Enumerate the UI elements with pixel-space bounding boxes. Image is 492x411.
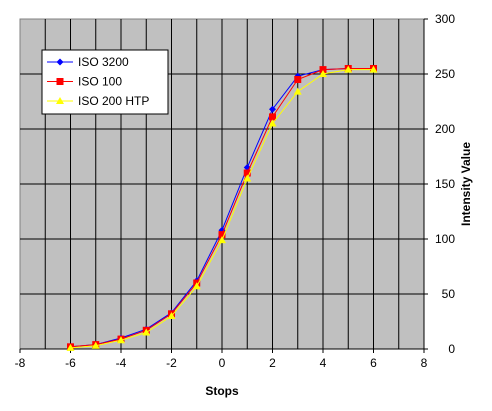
data-point: [243, 174, 252, 182]
x-tick-label: -4: [116, 356, 127, 370]
data-point: [142, 328, 151, 336]
x-tick-label: -2: [166, 356, 177, 370]
y-tick-label: 0: [448, 342, 455, 356]
data-point: [294, 76, 302, 83]
data-point: [319, 70, 327, 77]
data-point: [319, 66, 327, 74]
data-point: [66, 343, 75, 351]
x-axis-ticks: -8 -6 -4 -2 0 2 4 6 8: [15, 349, 428, 370]
x-tick-label: 6: [370, 356, 377, 370]
y-tick-label: 100: [435, 232, 455, 246]
x-tick-label: 8: [421, 356, 428, 370]
x-tick-label: -8: [15, 356, 26, 370]
data-point: [167, 312, 176, 319]
data-point: [218, 236, 226, 244]
legend-marker: [56, 97, 64, 104]
data-point: [344, 65, 353, 73]
x-tick-label: 0: [219, 356, 226, 370]
grid-lines: [20, 19, 425, 350]
y-axis-ticks: 0 50 100 150 200 250 300: [424, 12, 455, 356]
data-point: [91, 341, 100, 349]
data-point: [192, 282, 201, 290]
y-axis-title: Intensity Value: [459, 142, 473, 226]
y-tick-label: 150: [435, 177, 455, 191]
y-tick-label: 200: [435, 122, 455, 136]
data-point: [269, 113, 276, 121]
legend-label: ISO 100: [78, 75, 122, 89]
data-point: [243, 169, 251, 177]
legend-marker: [56, 58, 64, 66]
series-layer: [66, 65, 378, 351]
data-point: [117, 336, 125, 344]
data-point: [293, 87, 302, 95]
y-tick-label: 50: [442, 287, 456, 301]
data-point: [369, 65, 378, 73]
legend-label: ISO 3200: [78, 55, 129, 69]
data-point: [269, 105, 276, 113]
x-tick-label: -6: [65, 356, 76, 370]
legend-label: ISO 200 HTP: [78, 94, 149, 108]
legend: ISO 3200 ISO 100 ISO 200 HTP: [41, 49, 169, 115]
y-tick-label: 300: [435, 12, 455, 26]
x-axis-title: Stops: [205, 384, 239, 398]
series-iso-200-htp: [66, 65, 378, 351]
data-point: [268, 119, 277, 127]
x-tick-label: 2: [269, 356, 276, 370]
legend-marker: [56, 78, 64, 85]
data-point: [218, 231, 226, 239]
y-tick-label: 250: [435, 67, 455, 81]
x-tick-label: 4: [320, 356, 327, 370]
